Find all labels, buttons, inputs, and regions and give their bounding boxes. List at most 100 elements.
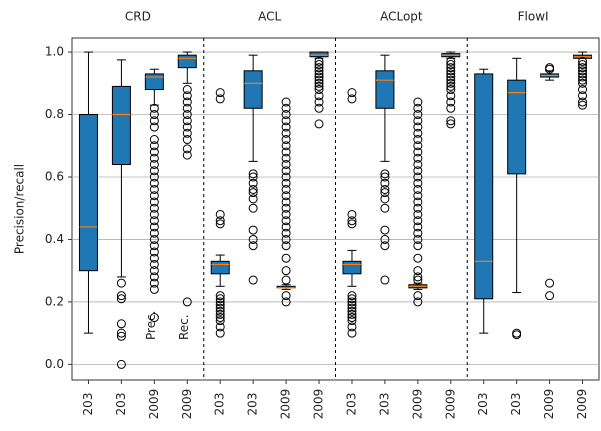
flier: [182, 150, 192, 160]
flier: [314, 60, 324, 70]
flier: [413, 147, 423, 157]
flier: [347, 219, 357, 229]
flier: [545, 64, 555, 74]
flier: [281, 116, 291, 126]
flier: [380, 169, 390, 179]
flier: [182, 97, 192, 107]
flier: [413, 266, 423, 276]
flier: [446, 103, 456, 113]
flier: [149, 172, 159, 182]
flier: [149, 147, 159, 157]
flier: [413, 291, 423, 301]
flier: [281, 153, 291, 163]
flier: [116, 294, 126, 304]
flier: [314, 85, 324, 95]
flier: [116, 278, 126, 288]
flier: [545, 278, 555, 288]
flier: [314, 103, 324, 113]
flier: [413, 222, 423, 232]
flier: [314, 91, 324, 101]
flier: [413, 110, 423, 120]
x-tick-label: 2009: [542, 389, 556, 420]
flier: [149, 122, 159, 132]
flier: [248, 194, 258, 204]
flier: [578, 85, 588, 95]
flier: [281, 209, 291, 219]
flier: [578, 66, 588, 76]
flier: [248, 184, 258, 194]
flier: [347, 88, 357, 98]
flier: [347, 309, 357, 319]
flier: [116, 328, 126, 338]
flier: [215, 300, 225, 310]
flier: [149, 203, 159, 213]
x-tick-label: 2009: [312, 389, 326, 420]
flier: [149, 141, 159, 151]
flier: [248, 241, 258, 251]
x-tick-label: 2009: [180, 389, 194, 420]
flier: [215, 322, 225, 332]
flier: [314, 81, 324, 91]
flier: [347, 297, 357, 307]
flier: [380, 188, 390, 198]
flier: [149, 253, 159, 263]
flier: [281, 291, 291, 301]
flier: [281, 228, 291, 238]
flier: [413, 209, 423, 219]
flier: [215, 216, 225, 226]
flier: [380, 203, 390, 213]
flier: [215, 313, 225, 323]
flier: [347, 303, 357, 313]
flier: [578, 75, 588, 85]
flier: [413, 178, 423, 188]
flier: [380, 178, 390, 188]
flier: [413, 297, 423, 307]
flier: [149, 284, 159, 294]
flier: [413, 184, 423, 194]
flier: [281, 159, 291, 169]
flier: [281, 166, 291, 176]
flier: [149, 228, 159, 238]
flier: [413, 228, 423, 238]
flier: [281, 216, 291, 226]
flier: [446, 116, 456, 126]
flier: [314, 63, 324, 73]
flier: [413, 191, 423, 201]
flier: [413, 159, 423, 169]
flier: [413, 253, 423, 263]
group-title: ACLopt: [380, 10, 423, 24]
x-tick-label: 2009: [575, 389, 589, 420]
flier: [314, 119, 324, 129]
flier: [149, 153, 159, 163]
y-tick-label: 0.0: [45, 357, 64, 371]
flier: [116, 331, 126, 341]
flier: [347, 313, 357, 323]
flier: [215, 88, 225, 98]
flier: [347, 294, 357, 304]
flier: [182, 122, 192, 132]
box: [144, 73, 164, 91]
group-title: CRD: [125, 10, 151, 24]
flier: [149, 313, 159, 323]
box: [474, 73, 494, 300]
flier: [380, 234, 390, 244]
flier: [446, 119, 456, 129]
flier: [215, 297, 225, 307]
flier: [413, 275, 423, 285]
flier: [149, 222, 159, 232]
flier: [578, 72, 588, 82]
annotation: Rec.: [177, 314, 191, 340]
flier: [149, 241, 159, 251]
flier: [149, 103, 159, 113]
flier: [248, 234, 258, 244]
box: [177, 54, 197, 69]
flier: [116, 291, 126, 301]
flier: [281, 172, 291, 182]
annotation: Prec.: [144, 311, 158, 341]
flier: [116, 319, 126, 329]
flier: [149, 166, 159, 176]
flier: [281, 135, 291, 145]
y-tick-label: 1.0: [45, 45, 64, 59]
x-tick-label: 2009: [410, 389, 424, 420]
flier: [578, 91, 588, 101]
